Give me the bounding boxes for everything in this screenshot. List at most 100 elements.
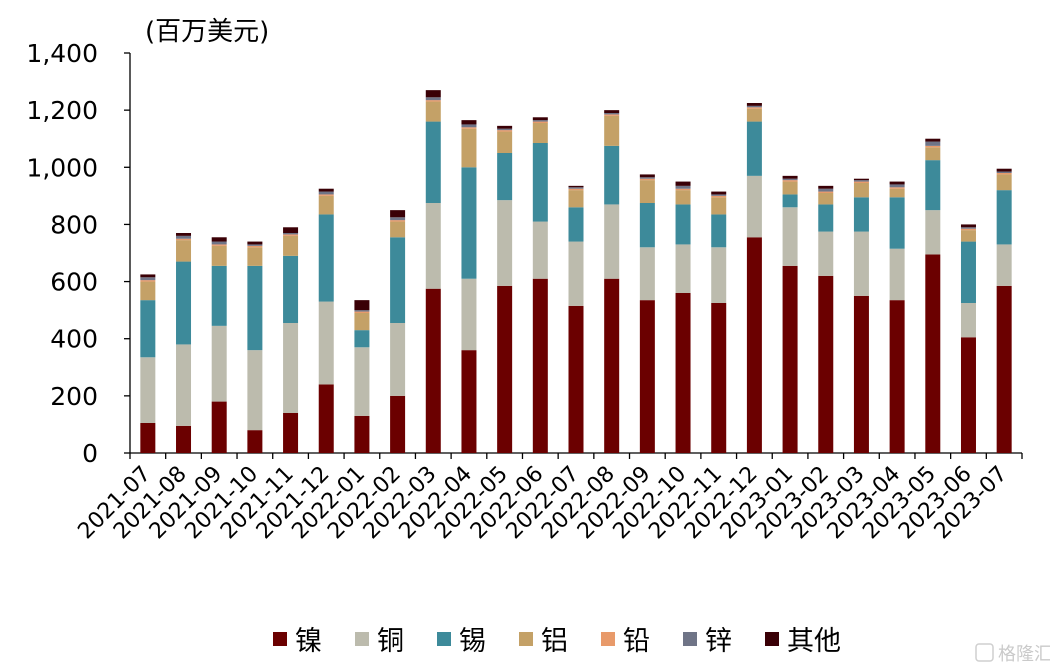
bar-segment bbox=[318, 194, 334, 196]
bar-segment bbox=[318, 301, 334, 385]
y-tick-label: 600 bbox=[50, 268, 98, 297]
bar-segment bbox=[354, 347, 370, 416]
bar-segment bbox=[853, 197, 869, 232]
bar-segment bbox=[211, 265, 227, 326]
bar-segment bbox=[283, 233, 299, 235]
legend-label: 铅 bbox=[623, 626, 650, 657]
bar-segment bbox=[283, 255, 299, 323]
bar-segment bbox=[318, 188, 334, 192]
bar-segment bbox=[283, 227, 299, 233]
bar-segment bbox=[853, 180, 869, 182]
bar-segment bbox=[532, 117, 548, 121]
bar-segment bbox=[532, 221, 548, 279]
watermark-text: 格隆汇 bbox=[998, 644, 1050, 665]
bar-segment bbox=[390, 395, 406, 453]
bar-segment bbox=[568, 207, 584, 242]
bar-segment bbox=[568, 190, 584, 208]
bar-segment bbox=[782, 175, 798, 179]
bar-segment bbox=[211, 244, 227, 246]
bar-segment bbox=[818, 188, 834, 192]
bar-segment bbox=[996, 174, 1012, 191]
bar-segment bbox=[960, 337, 976, 453]
bar-segment bbox=[176, 233, 192, 236]
bar-segment bbox=[532, 121, 548, 123]
bar-segment bbox=[604, 115, 620, 146]
y-tick-label: 200 bbox=[50, 382, 98, 411]
unit-label: (百万美元) bbox=[145, 17, 269, 47]
bar-segment bbox=[390, 221, 406, 238]
bar-segment bbox=[211, 237, 227, 242]
bar-segment bbox=[782, 207, 798, 266]
bar-segment bbox=[925, 138, 941, 142]
bar-segment bbox=[176, 238, 192, 241]
bar-segment bbox=[960, 227, 976, 229]
bar-segment bbox=[140, 277, 156, 281]
bar-segment bbox=[889, 187, 905, 189]
y-tick-label: 800 bbox=[50, 210, 98, 239]
legend: 镍 铜 锡 铝 铅 锌 其他 bbox=[273, 626, 841, 657]
bar-segment bbox=[532, 143, 548, 222]
bar-segment bbox=[639, 174, 655, 178]
bar-segment bbox=[675, 293, 691, 453]
bar-segment bbox=[604, 114, 620, 116]
bar-segment bbox=[889, 188, 905, 198]
bar-segment bbox=[318, 191, 334, 195]
bar-segment bbox=[925, 254, 941, 453]
bar-segment bbox=[354, 415, 370, 453]
bar-segment bbox=[461, 278, 477, 351]
bar-segment bbox=[140, 274, 156, 278]
bar-segment bbox=[604, 204, 620, 279]
bar-segment bbox=[925, 141, 941, 146]
bar-segment bbox=[176, 235, 192, 239]
bar-segment bbox=[604, 113, 620, 115]
bar-segment bbox=[247, 265, 263, 351]
bar-segment bbox=[211, 241, 227, 245]
bar-segment bbox=[461, 167, 477, 279]
bar-segment bbox=[818, 191, 834, 193]
bar-segment bbox=[461, 350, 477, 453]
bar-segment bbox=[425, 90, 441, 98]
bar-segment bbox=[497, 128, 513, 131]
bar-segment bbox=[140, 357, 156, 423]
bar-segment bbox=[746, 107, 762, 109]
bar-segment bbox=[818, 231, 834, 276]
bar-segment bbox=[782, 178, 798, 181]
bar-segment bbox=[675, 244, 691, 293]
bar-segment bbox=[889, 300, 905, 453]
bar-segment bbox=[746, 121, 762, 176]
bar-segment bbox=[711, 214, 727, 248]
bar-segment bbox=[639, 177, 655, 179]
bar-segment bbox=[354, 313, 370, 331]
bar-segment bbox=[497, 153, 513, 201]
bar-segment bbox=[818, 193, 834, 205]
y-tick-label: 0 bbox=[82, 439, 98, 468]
bar-segment bbox=[425, 100, 441, 102]
bar-segment bbox=[318, 214, 334, 302]
watermark-logo-icon bbox=[975, 643, 994, 662]
bar-segment bbox=[390, 237, 406, 323]
bar-segment bbox=[782, 180, 798, 182]
bar-segment bbox=[354, 310, 370, 312]
bar-segment bbox=[461, 127, 477, 129]
bar-segment bbox=[746, 103, 762, 106]
bar-segment bbox=[675, 185, 691, 189]
bar-segment bbox=[390, 217, 406, 221]
bar-segment bbox=[283, 413, 299, 453]
bar-segment bbox=[853, 183, 869, 198]
bar-segment bbox=[675, 190, 691, 205]
bar-segment bbox=[996, 173, 1012, 175]
bar-segment bbox=[996, 190, 1012, 245]
bar-segment bbox=[354, 311, 370, 313]
bar-segment bbox=[140, 423, 156, 453]
y-tick-label: 400 bbox=[50, 325, 98, 354]
bar-segment bbox=[354, 300, 370, 311]
bar-segment bbox=[140, 281, 156, 301]
bar-segment bbox=[354, 330, 370, 348]
bar-segment bbox=[211, 401, 227, 453]
bar-segment bbox=[176, 261, 192, 345]
bar-segment bbox=[925, 210, 941, 255]
legend-swatch bbox=[683, 632, 697, 646]
legend-label: 铝 bbox=[541, 626, 568, 657]
legend-swatch bbox=[765, 632, 779, 646]
bar-segment bbox=[247, 350, 263, 431]
